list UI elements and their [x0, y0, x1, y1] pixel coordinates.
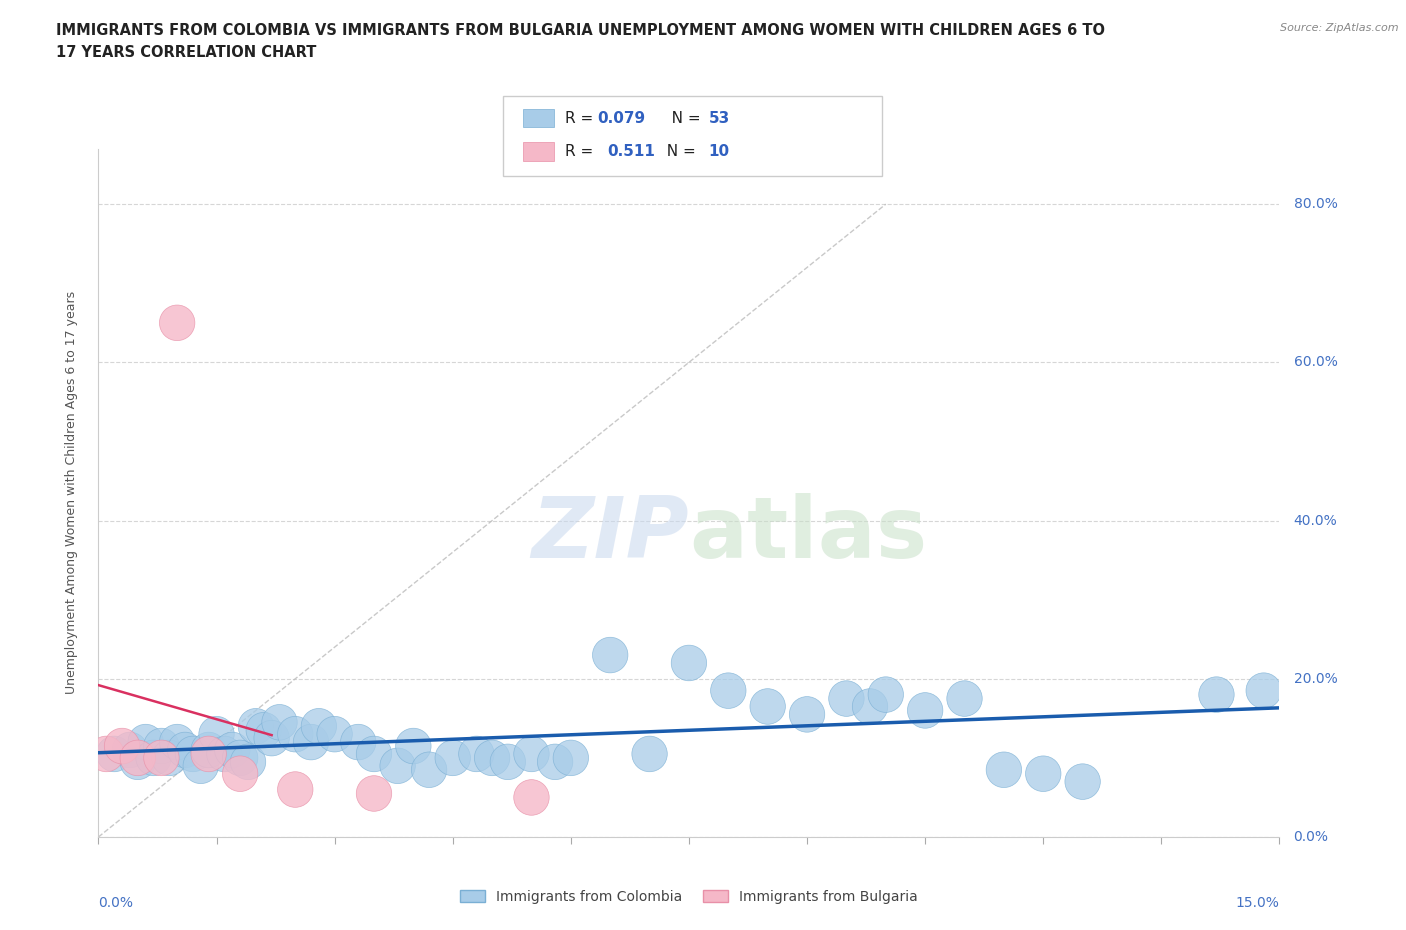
- Text: N =: N =: [657, 144, 700, 159]
- Text: 15.0%: 15.0%: [1236, 897, 1279, 910]
- Text: IMMIGRANTS FROM COLOMBIA VS IMMIGRANTS FROM BULGARIA UNEMPLOYMENT AMONG WOMEN WI: IMMIGRANTS FROM COLOMBIA VS IMMIGRANTS F…: [56, 23, 1105, 38]
- Ellipse shape: [537, 744, 572, 779]
- Ellipse shape: [231, 744, 266, 779]
- Ellipse shape: [120, 740, 156, 776]
- Ellipse shape: [789, 697, 825, 732]
- Ellipse shape: [412, 752, 447, 788]
- Ellipse shape: [183, 748, 218, 784]
- Text: N =: N =: [657, 111, 704, 126]
- Ellipse shape: [301, 709, 336, 744]
- Text: 53: 53: [709, 111, 730, 126]
- Ellipse shape: [553, 740, 589, 776]
- Ellipse shape: [828, 681, 865, 716]
- Ellipse shape: [592, 637, 628, 673]
- Ellipse shape: [191, 737, 226, 772]
- Ellipse shape: [277, 716, 314, 752]
- Ellipse shape: [136, 740, 172, 776]
- Ellipse shape: [513, 737, 550, 772]
- Ellipse shape: [222, 740, 257, 776]
- Text: 60.0%: 60.0%: [1294, 355, 1337, 369]
- Ellipse shape: [852, 689, 887, 724]
- Text: 0.079: 0.079: [598, 111, 645, 126]
- Ellipse shape: [474, 740, 510, 776]
- Y-axis label: Unemployment Among Women with Children Ages 6 to 17 years: Unemployment Among Women with Children A…: [65, 291, 77, 695]
- Ellipse shape: [340, 724, 375, 760]
- Ellipse shape: [986, 752, 1022, 788]
- Ellipse shape: [120, 744, 156, 779]
- Ellipse shape: [167, 732, 202, 768]
- Ellipse shape: [907, 693, 943, 728]
- Ellipse shape: [238, 709, 274, 744]
- Ellipse shape: [207, 737, 242, 772]
- Ellipse shape: [513, 779, 550, 816]
- Text: 20.0%: 20.0%: [1294, 671, 1337, 685]
- Ellipse shape: [1246, 673, 1281, 709]
- Ellipse shape: [356, 776, 392, 811]
- Ellipse shape: [434, 740, 471, 776]
- Text: 0.511: 0.511: [607, 144, 655, 159]
- Text: 0.0%: 0.0%: [1294, 830, 1329, 844]
- Ellipse shape: [112, 732, 148, 768]
- Ellipse shape: [222, 756, 257, 791]
- Ellipse shape: [395, 728, 432, 764]
- Ellipse shape: [458, 737, 494, 772]
- Ellipse shape: [671, 645, 707, 681]
- Ellipse shape: [710, 673, 747, 709]
- Ellipse shape: [198, 716, 235, 752]
- Ellipse shape: [1064, 764, 1101, 800]
- Text: 0.0%: 0.0%: [98, 897, 134, 910]
- Ellipse shape: [356, 737, 392, 772]
- Ellipse shape: [176, 737, 211, 772]
- Ellipse shape: [159, 724, 195, 760]
- Ellipse shape: [631, 737, 668, 772]
- Ellipse shape: [246, 712, 281, 748]
- Ellipse shape: [254, 721, 290, 756]
- Ellipse shape: [191, 732, 226, 768]
- Text: R =: R =: [565, 144, 603, 159]
- Text: ZIP: ZIP: [531, 493, 689, 576]
- Ellipse shape: [868, 677, 904, 712]
- Text: 10: 10: [709, 144, 730, 159]
- Ellipse shape: [277, 772, 314, 807]
- Ellipse shape: [316, 716, 353, 752]
- Ellipse shape: [749, 689, 786, 724]
- Ellipse shape: [159, 305, 195, 340]
- Ellipse shape: [491, 744, 526, 779]
- Ellipse shape: [946, 681, 983, 716]
- Text: Source: ZipAtlas.com: Source: ZipAtlas.com: [1281, 23, 1399, 33]
- Text: 17 YEARS CORRELATION CHART: 17 YEARS CORRELATION CHART: [56, 45, 316, 60]
- Ellipse shape: [143, 740, 179, 776]
- Ellipse shape: [294, 724, 329, 760]
- Ellipse shape: [1199, 677, 1234, 712]
- Text: R =: R =: [565, 111, 599, 126]
- Text: 40.0%: 40.0%: [1294, 513, 1337, 527]
- Legend: Immigrants from Colombia, Immigrants from Bulgaria: Immigrants from Colombia, Immigrants fro…: [454, 884, 924, 910]
- Ellipse shape: [1025, 756, 1062, 791]
- Ellipse shape: [143, 728, 179, 764]
- Ellipse shape: [89, 737, 124, 772]
- Ellipse shape: [104, 728, 139, 764]
- Ellipse shape: [380, 748, 415, 784]
- Ellipse shape: [128, 724, 163, 760]
- Ellipse shape: [215, 732, 250, 768]
- Text: 80.0%: 80.0%: [1294, 197, 1337, 211]
- Ellipse shape: [262, 705, 297, 740]
- Text: atlas: atlas: [689, 493, 927, 576]
- Ellipse shape: [152, 740, 187, 776]
- Ellipse shape: [97, 737, 132, 772]
